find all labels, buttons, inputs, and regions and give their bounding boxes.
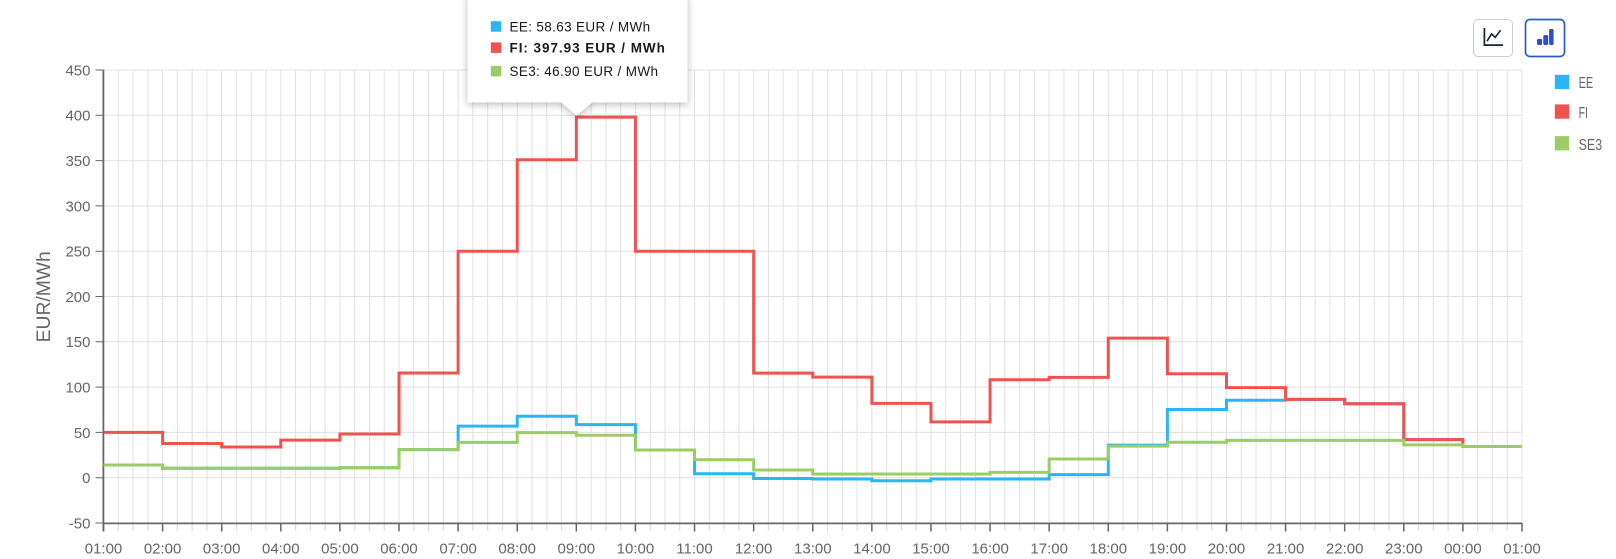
svg-text:15:00: 15:00 [912, 541, 950, 558]
svg-text:05:00: 05:00 [321, 541, 359, 558]
svg-text:13:00: 13:00 [794, 541, 832, 558]
svg-text:14:00: 14:00 [853, 541, 891, 558]
svg-text:450: 450 [65, 62, 90, 79]
svg-text:07:00: 07:00 [439, 541, 477, 558]
svg-text:50: 50 [74, 425, 91, 442]
svg-text:250: 250 [65, 244, 90, 261]
svg-text:06:00: 06:00 [380, 541, 418, 558]
svg-text:04:00: 04:00 [262, 541, 300, 558]
svg-text:00:00: 00:00 [1444, 541, 1482, 558]
svg-text:09:00: 09:00 [558, 541, 596, 558]
svg-text:EE: EE [1579, 75, 1594, 92]
svg-text:200: 200 [65, 289, 90, 306]
svg-text:0: 0 [82, 470, 90, 487]
svg-text:EUR/MWh: EUR/MWh [34, 251, 55, 342]
svg-text:01:00: 01:00 [1503, 541, 1541, 558]
svg-text:12:00: 12:00 [735, 541, 773, 558]
svg-text:11:00: 11:00 [676, 541, 712, 558]
svg-text:FI: FI [1579, 105, 1588, 122]
svg-text:23:00: 23:00 [1385, 541, 1423, 558]
svg-text:100: 100 [65, 380, 90, 397]
svg-text:350: 350 [65, 153, 90, 170]
svg-text:18:00: 18:00 [1090, 541, 1128, 558]
svg-text:400: 400 [65, 108, 90, 125]
svg-text:19:00: 19:00 [1149, 541, 1187, 558]
svg-text:-50: -50 [69, 515, 91, 532]
svg-text:EE: 58.63 EUR / MWh: EE: 58.63 EUR / MWh [510, 19, 651, 34]
svg-text:22:00: 22:00 [1326, 541, 1364, 558]
svg-text:20:00: 20:00 [1208, 541, 1246, 558]
svg-text:21:00: 21:00 [1267, 541, 1305, 558]
svg-text:SE3: SE3 [1579, 137, 1603, 154]
svg-text:16:00: 16:00 [971, 541, 1009, 558]
svg-text:08:00: 08:00 [498, 541, 536, 558]
svg-text:FI: 397.93 EUR / MWh: FI: 397.93 EUR / MWh [510, 41, 666, 56]
svg-text:02:00: 02:00 [144, 541, 182, 558]
svg-text:150: 150 [65, 334, 90, 351]
svg-text:17:00: 17:00 [1030, 541, 1068, 558]
svg-text:01:00: 01:00 [85, 541, 123, 558]
svg-text:10:00: 10:00 [617, 541, 655, 558]
svg-text:03:00: 03:00 [203, 541, 241, 558]
svg-text:SE3: 46.90 EUR / MWh: SE3: 46.90 EUR / MWh [510, 64, 659, 79]
svg-text:300: 300 [65, 198, 90, 215]
